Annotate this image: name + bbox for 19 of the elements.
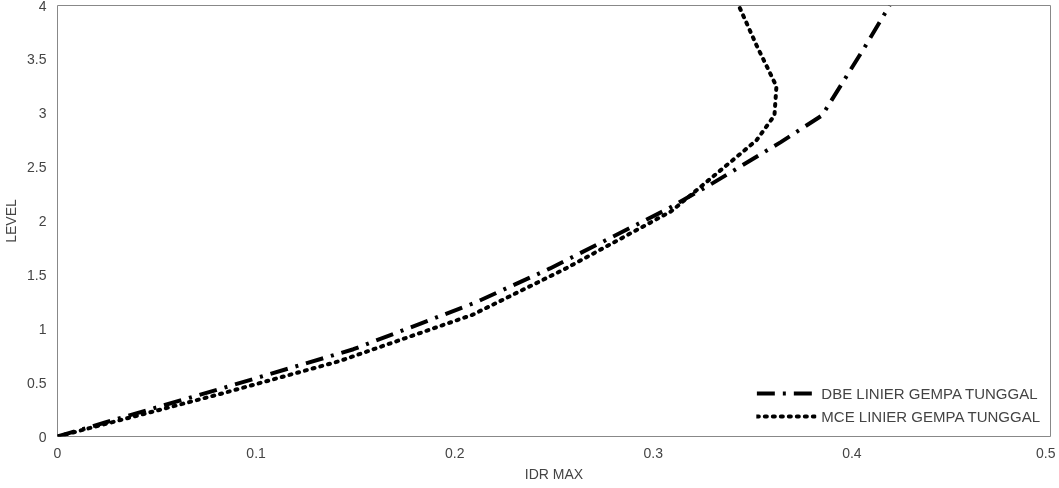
x-tick-label: 0.5	[1036, 444, 1056, 461]
y-tick-label: 3.5	[27, 51, 47, 68]
y-tick-label: 3	[38, 105, 47, 122]
y-axis-title: LEVEL	[3, 198, 20, 243]
x-tick-label: 0.1	[246, 444, 267, 461]
x-tick-label: 0.2	[444, 444, 465, 461]
y-tick-label: 1	[38, 320, 47, 337]
y-tick-label: 1.5	[27, 266, 47, 283]
x-tick-label: 0	[53, 444, 62, 461]
legend-label: DBE LINIER GEMPA TUNGGAL	[821, 384, 1038, 402]
y-tick-label: 0.5	[27, 374, 47, 391]
x-tick-label: 0.3	[643, 444, 664, 461]
x-tick-label: 0.4	[842, 444, 862, 461]
x-axis-title: IDR MAX	[524, 465, 584, 482]
y-tick-label: 4	[38, 0, 47, 14]
legend-label: MCE LINIER GEMPA TUNGGAL	[821, 407, 1040, 425]
y-tick-label: 2.5	[27, 159, 47, 176]
y-tick-label: 0	[38, 428, 47, 445]
y-tick-label: 2	[38, 213, 47, 229]
